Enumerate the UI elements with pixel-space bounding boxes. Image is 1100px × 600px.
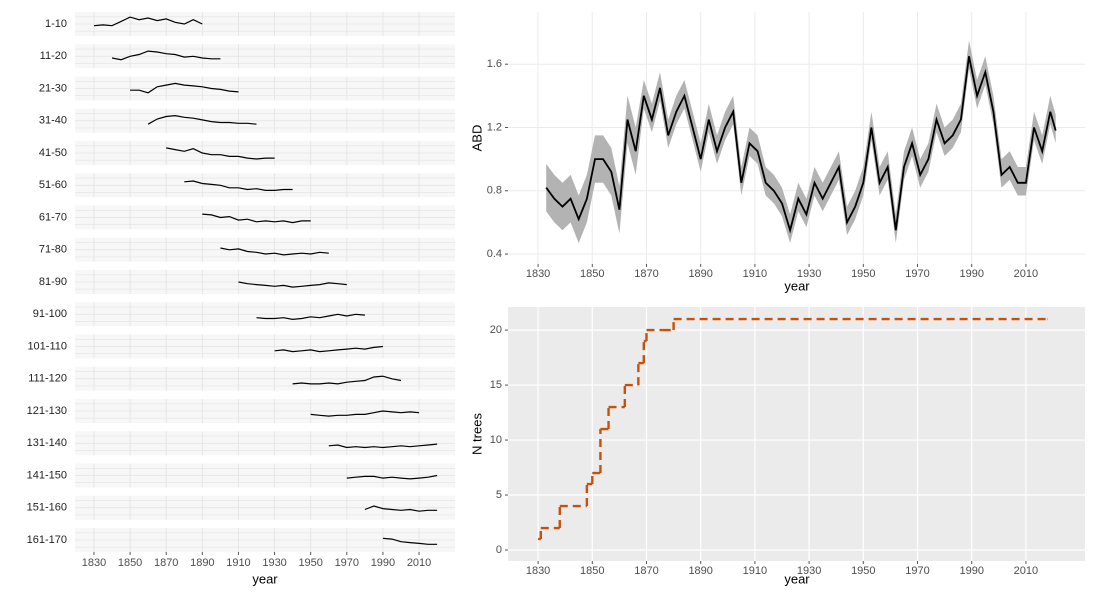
x-tick-label: 1970	[905, 565, 929, 577]
line	[382, 537, 438, 545]
x-tick-label: 1830	[82, 557, 106, 569]
x-tick-label: 1910	[743, 268, 767, 280]
strip-label: 41-50	[39, 147, 67, 159]
line	[220, 247, 329, 256]
strip-label: 61-70	[39, 211, 67, 223]
y-tick-label: 1.2	[487, 121, 502, 133]
x-tick-label: 1890	[688, 268, 712, 280]
x-tick-label: 1910	[743, 565, 767, 577]
x-tick-label: 1930	[797, 565, 821, 577]
strip-label: 31-40	[39, 115, 67, 127]
line	[364, 505, 438, 512]
y-tick-label: 10	[490, 434, 502, 446]
x-tick-label: 1890	[190, 557, 214, 569]
line	[238, 281, 347, 288]
y-tick-label: 0	[496, 544, 502, 556]
y-tick-label: 0.4	[487, 248, 502, 260]
strip-label: 101-110	[27, 340, 67, 352]
confidence-band	[546, 40, 1056, 243]
strip-label: 11-20	[40, 50, 67, 62]
x-tick-label: 1970	[905, 268, 929, 280]
x-tick-label: 1950	[851, 268, 875, 280]
strip-label: 21-30	[39, 82, 67, 94]
x-tick-label: 1830	[526, 565, 550, 577]
y-tick-label: 1.6	[487, 58, 502, 70]
x-tick-label: 1990	[959, 268, 983, 280]
line	[147, 114, 257, 125]
y-tick-label: 0.8	[487, 185, 502, 197]
x-tick-label: 1850	[580, 268, 604, 280]
line	[545, 56, 1057, 234]
x-axis-title: year	[784, 278, 810, 293]
panel-background	[508, 307, 1085, 561]
line	[130, 82, 239, 94]
line	[93, 16, 203, 27]
strip-label: 151-160	[27, 502, 67, 514]
x-tick-label: 1830	[526, 268, 550, 280]
line	[274, 345, 383, 353]
strip-label: 121-130	[27, 405, 67, 417]
x-tick-label: 1910	[226, 557, 250, 569]
strip-label: 131-140	[27, 437, 67, 449]
strip-label: 1-10	[45, 18, 67, 30]
x-tick-label: 1930	[262, 557, 286, 569]
x-tick-label: 1970	[335, 557, 359, 569]
strip-label: 71-80	[39, 244, 67, 256]
y-axis-title: N trees	[469, 413, 484, 455]
line	[310, 410, 420, 417]
x-tick-label: 1850	[580, 565, 604, 577]
y-tick-label: 20	[490, 324, 502, 336]
y-tick-label: 15	[490, 379, 502, 391]
x-tick-label: 1850	[118, 557, 142, 569]
strip-label: 51-60	[39, 179, 67, 191]
x-tick-label: 2010	[1014, 268, 1038, 280]
x-tick-label: 1990	[959, 565, 983, 577]
x-tick-label: 1870	[634, 565, 658, 577]
strip-label: 81-90	[39, 276, 67, 288]
x-tick-label: 1950	[298, 557, 322, 569]
line	[202, 213, 311, 224]
x-tick-label: 1990	[371, 557, 395, 569]
strip-label: 161-170	[27, 534, 67, 546]
x-tick-label: 1890	[688, 565, 712, 577]
line	[328, 443, 438, 449]
strip-label: 111-120	[28, 373, 67, 385]
x-tick-label: 1870	[154, 557, 178, 569]
line	[292, 375, 402, 385]
x-tick-label: 1950	[851, 565, 875, 577]
x-tick-label: 1870	[634, 268, 658, 280]
line	[346, 474, 438, 480]
x-tick-label: 2010	[1014, 565, 1038, 577]
x-axis-title: year	[252, 571, 278, 586]
y-tick-label: 5	[496, 489, 502, 501]
strip-label: 141-150	[27, 469, 67, 481]
y-axis-title: ABD	[469, 125, 484, 152]
x-tick-label: 1930	[797, 268, 821, 280]
line	[184, 180, 293, 191]
line	[256, 313, 365, 321]
x-axis-title: year	[784, 571, 810, 586]
x-tick-label: 2010	[407, 557, 431, 569]
line	[166, 147, 275, 160]
line	[111, 50, 221, 61]
strip-label: 91-100	[33, 308, 67, 320]
